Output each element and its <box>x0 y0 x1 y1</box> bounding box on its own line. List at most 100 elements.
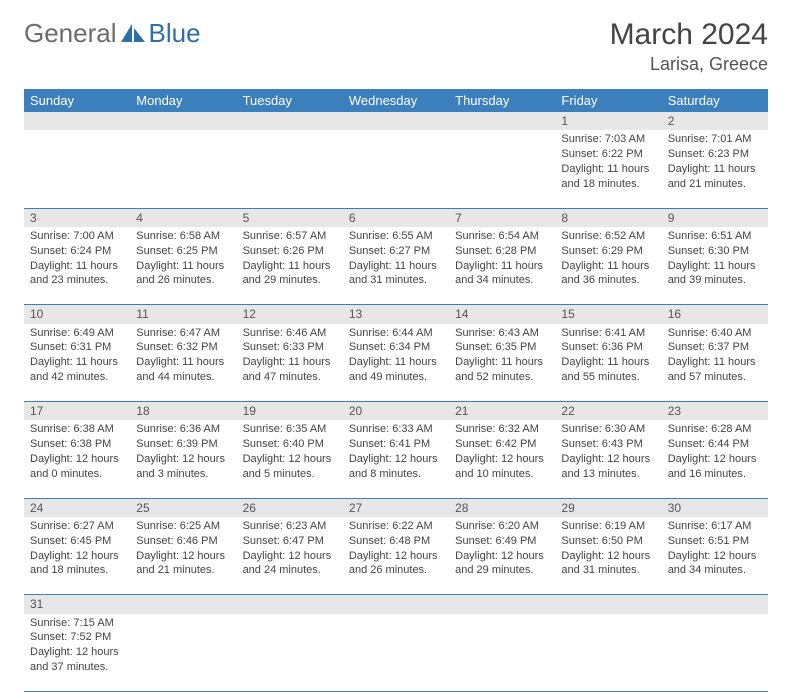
day-number <box>343 112 449 130</box>
day-number: 8 <box>555 208 661 227</box>
day-number-row: 17181920212223 <box>24 402 768 421</box>
day-number-row: 3456789 <box>24 208 768 227</box>
day-number: 23 <box>662 402 768 421</box>
day-cell: Sunrise: 6:52 AMSunset: 6:29 PMDaylight:… <box>555 227 661 305</box>
day-number: 30 <box>662 498 768 517</box>
day-cell: Sunrise: 6:17 AMSunset: 6:51 PMDaylight:… <box>662 517 768 595</box>
day-number: 24 <box>24 498 130 517</box>
empty-cell <box>237 130 343 208</box>
empty-cell <box>24 130 130 208</box>
day-number: 31 <box>24 595 130 614</box>
week-row: Sunrise: 6:38 AMSunset: 6:38 PMDaylight:… <box>24 420 768 498</box>
location: Larisa, Greece <box>610 54 768 75</box>
day-cell: Sunrise: 6:20 AMSunset: 6:49 PMDaylight:… <box>449 517 555 595</box>
day-cell: Sunrise: 6:41 AMSunset: 6:36 PMDaylight:… <box>555 324 661 402</box>
day-cell: Sunrise: 7:00 AMSunset: 6:24 PMDaylight:… <box>24 227 130 305</box>
day-number: 25 <box>130 498 236 517</box>
week-row: Sunrise: 6:49 AMSunset: 6:31 PMDaylight:… <box>24 324 768 402</box>
day-cell: Sunrise: 6:40 AMSunset: 6:37 PMDaylight:… <box>662 324 768 402</box>
week-row: Sunrise: 7:00 AMSunset: 6:24 PMDaylight:… <box>24 227 768 305</box>
week-row: Sunrise: 6:27 AMSunset: 6:45 PMDaylight:… <box>24 517 768 595</box>
day-number: 27 <box>343 498 449 517</box>
col-friday: Friday <box>555 89 661 112</box>
day-number: 2 <box>662 112 768 130</box>
day-number <box>449 595 555 614</box>
day-number: 3 <box>24 208 130 227</box>
logo: General Blue <box>24 18 201 49</box>
weekday-header-row: Sunday Monday Tuesday Wednesday Thursday… <box>24 89 768 112</box>
empty-cell <box>343 614 449 692</box>
empty-cell <box>130 130 236 208</box>
day-number: 1 <box>555 112 661 130</box>
day-cell: Sunrise: 6:51 AMSunset: 6:30 PMDaylight:… <box>662 227 768 305</box>
day-number: 13 <box>343 305 449 324</box>
day-number: 18 <box>130 402 236 421</box>
day-cell: Sunrise: 6:32 AMSunset: 6:42 PMDaylight:… <box>449 420 555 498</box>
day-cell: Sunrise: 6:47 AMSunset: 6:32 PMDaylight:… <box>130 324 236 402</box>
col-sunday: Sunday <box>24 89 130 112</box>
header: General Blue March 2024 Larisa, Greece <box>24 18 768 75</box>
day-cell: Sunrise: 6:23 AMSunset: 6:47 PMDaylight:… <box>237 517 343 595</box>
day-number: 5 <box>237 208 343 227</box>
day-cell: Sunrise: 6:54 AMSunset: 6:28 PMDaylight:… <box>449 227 555 305</box>
day-number: 19 <box>237 402 343 421</box>
day-number: 15 <box>555 305 661 324</box>
day-number <box>237 112 343 130</box>
day-number: 22 <box>555 402 661 421</box>
logo-text-1: General <box>24 18 117 49</box>
day-number: 26 <box>237 498 343 517</box>
col-thursday: Thursday <box>449 89 555 112</box>
day-number: 11 <box>130 305 236 324</box>
day-number <box>662 595 768 614</box>
empty-cell <box>555 614 661 692</box>
day-cell: Sunrise: 6:36 AMSunset: 6:39 PMDaylight:… <box>130 420 236 498</box>
day-number: 4 <box>130 208 236 227</box>
month-title: March 2024 <box>610 18 768 52</box>
day-cell: Sunrise: 6:55 AMSunset: 6:27 PMDaylight:… <box>343 227 449 305</box>
logo-text-2: Blue <box>149 18 201 49</box>
day-cell: Sunrise: 6:28 AMSunset: 6:44 PMDaylight:… <box>662 420 768 498</box>
day-number: 10 <box>24 305 130 324</box>
day-number <box>237 595 343 614</box>
day-number: 9 <box>662 208 768 227</box>
day-cell: Sunrise: 6:58 AMSunset: 6:25 PMDaylight:… <box>130 227 236 305</box>
sail-icon <box>121 18 147 49</box>
day-cell: Sunrise: 6:22 AMSunset: 6:48 PMDaylight:… <box>343 517 449 595</box>
day-number-row: 10111213141516 <box>24 305 768 324</box>
day-number: 12 <box>237 305 343 324</box>
day-cell: Sunrise: 6:27 AMSunset: 6:45 PMDaylight:… <box>24 517 130 595</box>
day-cell: Sunrise: 6:57 AMSunset: 6:26 PMDaylight:… <box>237 227 343 305</box>
empty-cell <box>662 614 768 692</box>
day-number: 14 <box>449 305 555 324</box>
day-number: 7 <box>449 208 555 227</box>
title-block: March 2024 Larisa, Greece <box>610 18 768 75</box>
day-number <box>555 595 661 614</box>
day-number <box>24 112 130 130</box>
day-cell: Sunrise: 6:46 AMSunset: 6:33 PMDaylight:… <box>237 324 343 402</box>
week-row: Sunrise: 7:03 AMSunset: 6:22 PMDaylight:… <box>24 130 768 208</box>
col-saturday: Saturday <box>662 89 768 112</box>
day-number-row: 24252627282930 <box>24 498 768 517</box>
day-number <box>130 595 236 614</box>
day-cell: Sunrise: 7:15 AMSunset: 7:52 PMDaylight:… <box>24 614 130 692</box>
day-cell: Sunrise: 7:01 AMSunset: 6:23 PMDaylight:… <box>662 130 768 208</box>
col-monday: Monday <box>130 89 236 112</box>
day-number: 17 <box>24 402 130 421</box>
day-number: 21 <box>449 402 555 421</box>
empty-cell <box>130 614 236 692</box>
day-number-row: 12 <box>24 112 768 130</box>
day-number: 6 <box>343 208 449 227</box>
day-number <box>343 595 449 614</box>
col-wednesday: Wednesday <box>343 89 449 112</box>
day-cell: Sunrise: 6:43 AMSunset: 6:35 PMDaylight:… <box>449 324 555 402</box>
calendar-table: Sunday Monday Tuesday Wednesday Thursday… <box>24 89 768 692</box>
day-number: 16 <box>662 305 768 324</box>
col-tuesday: Tuesday <box>237 89 343 112</box>
day-cell: Sunrise: 6:33 AMSunset: 6:41 PMDaylight:… <box>343 420 449 498</box>
day-cell: Sunrise: 6:38 AMSunset: 6:38 PMDaylight:… <box>24 420 130 498</box>
empty-cell <box>237 614 343 692</box>
day-cell: Sunrise: 6:30 AMSunset: 6:43 PMDaylight:… <box>555 420 661 498</box>
day-number <box>130 112 236 130</box>
day-cell: Sunrise: 6:25 AMSunset: 6:46 PMDaylight:… <box>130 517 236 595</box>
day-number: 29 <box>555 498 661 517</box>
